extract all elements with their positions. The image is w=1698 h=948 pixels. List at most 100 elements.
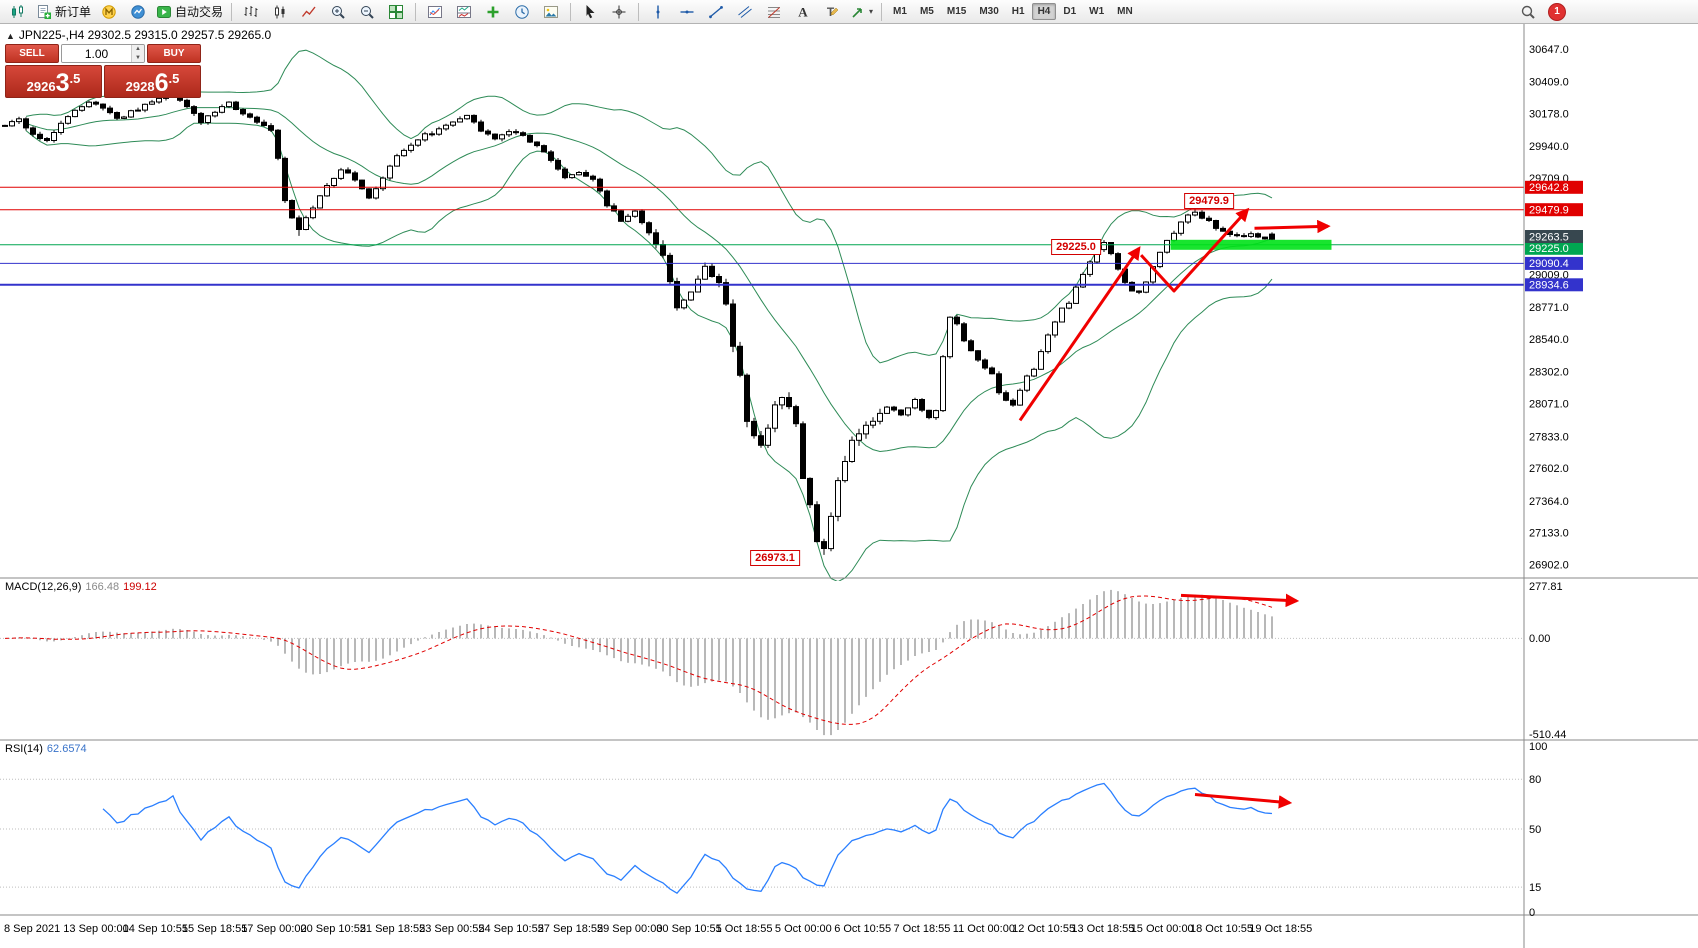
time-axis-label: 20 Sep 10:55 — [301, 923, 366, 935]
bars-chart-icon — [244, 5, 258, 17]
price-badge: 29479.9 — [1525, 203, 1583, 217]
search-icon[interactable] — [1514, 2, 1542, 22]
time-axis-label: 18 Oct 10:55 — [1190, 923, 1253, 935]
macd-main-value: 166.48 — [85, 581, 120, 593]
svg-text:28934.6: 28934.6 — [1529, 280, 1569, 292]
rsi-axis-label: 15 — [1529, 882, 1541, 894]
price-axis-label: 28071.0 — [1529, 399, 1569, 411]
shapes-button[interactable]: ▾ — [847, 2, 876, 22]
time-axis-label: 12 Oct 10:55 — [1012, 923, 1075, 935]
bar-chart-button[interactable] — [237, 2, 265, 22]
zoom-out-button[interactable] — [353, 2, 381, 22]
price-annotation-label[interactable]: 26973.1 — [750, 549, 800, 566]
candlestick-chart-button[interactable] — [266, 2, 294, 22]
toolbar-separator — [570, 2, 572, 21]
macd-axis-label: 0.00 — [1529, 633, 1550, 645]
time-axis-label: 11 Oct 00:00 — [953, 923, 1015, 935]
price-axis-label: 30409.0 — [1529, 77, 1569, 89]
chart-window-icon[interactable] — [4, 2, 32, 22]
price-axis-label: 28302.0 — [1529, 367, 1569, 379]
channel-button[interactable] — [731, 2, 759, 22]
sell-price-display[interactable]: 2926 3.5 — [5, 65, 102, 98]
tile-windows-button[interactable] — [382, 2, 410, 22]
timeframe-m30-button[interactable]: M30 — [979, 6, 999, 17]
time-axis-label: 8 Sep 2021 — [4, 923, 60, 935]
add-indicator-button[interactable] — [479, 2, 507, 22]
text-icon: A — [798, 4, 808, 19]
macd-signal-value: 199.12 — [123, 581, 157, 593]
indicator-windows-button[interactable] — [450, 2, 478, 22]
volume-input[interactable] — [62, 45, 131, 62]
rsi-pane[interactable] — [0, 778, 1524, 895]
price-axis-label: 29940.0 — [1529, 141, 1569, 153]
svg-text:29263.5: 29263.5 — [1529, 231, 1569, 243]
candle-chart-icon — [275, 5, 285, 18]
autotrading-button[interactable]: 自动交易 — [153, 2, 226, 22]
macd-axis-label: -510.44 — [1529, 729, 1566, 741]
trend-arrow[interactable] — [1180, 593, 1300, 608]
vertical-line-button[interactable] — [644, 2, 672, 22]
new-order-button[interactable]: 新订单 — [33, 2, 94, 22]
chart-title: ▲ JPN225-,H4 29302.5 29315.0 29257.5 2926… — [6, 28, 271, 42]
text-button[interactable]: A — [789, 2, 817, 22]
price-annotation-label[interactable]: 29479.9 — [1184, 192, 1234, 209]
timeframe-w1-button[interactable]: W1 — [1089, 6, 1105, 17]
volume-decrease-button[interactable]: ▼ — [132, 53, 144, 62]
rsi-axis-label: 80 — [1529, 774, 1541, 786]
timeframe-d1-button[interactable]: D1 — [1063, 6, 1077, 17]
svg-text:29479.9: 29479.9 — [1529, 205, 1569, 217]
trend-arrow[interactable] — [1018, 246, 1141, 422]
notifications-badge[interactable]: 1 — [1548, 2, 1566, 21]
macd-pane[interactable] — [0, 589, 1524, 736]
timeframe-m15-button[interactable]: M15 — [946, 6, 967, 17]
toolbar-separator — [415, 2, 417, 21]
timeframe-m5-button[interactable]: M5 — [919, 6, 934, 17]
timeframe-h4-button[interactable]: H4 — [1031, 3, 1057, 20]
chart-ohlc-title: JPN225-,H4 29302.5 29315.0 29257.5 29265… — [18, 28, 272, 42]
fibonacci-button[interactable] — [760, 2, 788, 22]
cursor-icon — [586, 4, 595, 18]
time-axis-label: 1 Oct 18:55 — [716, 923, 773, 935]
fibonacci-icon — [768, 6, 781, 18]
volume-increase-button[interactable]: ▲ — [132, 45, 144, 54]
metaeditor-icon[interactable] — [95, 2, 123, 22]
price-annotation-label[interactable]: 29225.0 — [1051, 238, 1101, 255]
dropdown-caret-icon: ▾ — [869, 7, 874, 16]
cursor-button[interactable] — [576, 2, 604, 22]
volume-control: ▲ ▼ — [61, 44, 145, 63]
bollinger-lower-band — [25, 122, 1273, 581]
market-watch-icon — [131, 4, 145, 19]
trend-arrow[interactable] — [1254, 219, 1331, 234]
timeframe-m1-button[interactable]: M1 — [893, 6, 907, 17]
rsi-name: RSI(14) — [5, 743, 43, 755]
price-badge: 29090.4 — [1525, 256, 1583, 270]
price-badge: 29225.0 — [1525, 241, 1583, 255]
time-axis-label: 23 Sep 00:55 — [419, 923, 484, 935]
timeframe-h1-button[interactable]: H1 — [1011, 6, 1025, 17]
macd-signal-line — [4, 595, 1273, 725]
label-button[interactable]: T — [818, 2, 846, 22]
main-pane[interactable] — [2, 49, 1275, 581]
zoom-in-button[interactable] — [324, 2, 352, 22]
market-watch-icon[interactable] — [124, 2, 152, 22]
line-chart-button[interactable] — [295, 2, 323, 22]
buy-price-display[interactable]: 2928 6.5 — [104, 65, 201, 98]
trend-arrow[interactable] — [1139, 207, 1250, 293]
trendline-button[interactable] — [702, 2, 730, 22]
macd-name: MACD(12,26,9) — [5, 581, 82, 593]
toolbar-right: 1 — [1514, 2, 1566, 22]
buy-button[interactable]: BUY — [147, 44, 201, 63]
chart-canvas[interactable]: 30647.030409.030178.029940.029709.029009… — [0, 24, 1698, 948]
sell-button[interactable]: SELL — [5, 44, 59, 63]
indicators-button[interactable] — [421, 2, 449, 22]
crosshair-button[interactable] — [605, 2, 633, 22]
rsi-indicator-label: RSI(14) 62.6574 — [5, 743, 91, 755]
one-click-collapse-button[interactable]: ▲ — [6, 31, 15, 41]
timeframe-mn-button[interactable]: MN — [1117, 6, 1133, 17]
templates-button[interactable] — [537, 2, 565, 22]
horizontal-line-button[interactable] — [673, 2, 701, 22]
trend-arrow[interactable] — [1194, 793, 1293, 809]
periods-button[interactable] — [508, 2, 536, 22]
price-axis-label: 30178.0 — [1529, 108, 1569, 120]
support-zone-highlight[interactable] — [1170, 239, 1332, 250]
